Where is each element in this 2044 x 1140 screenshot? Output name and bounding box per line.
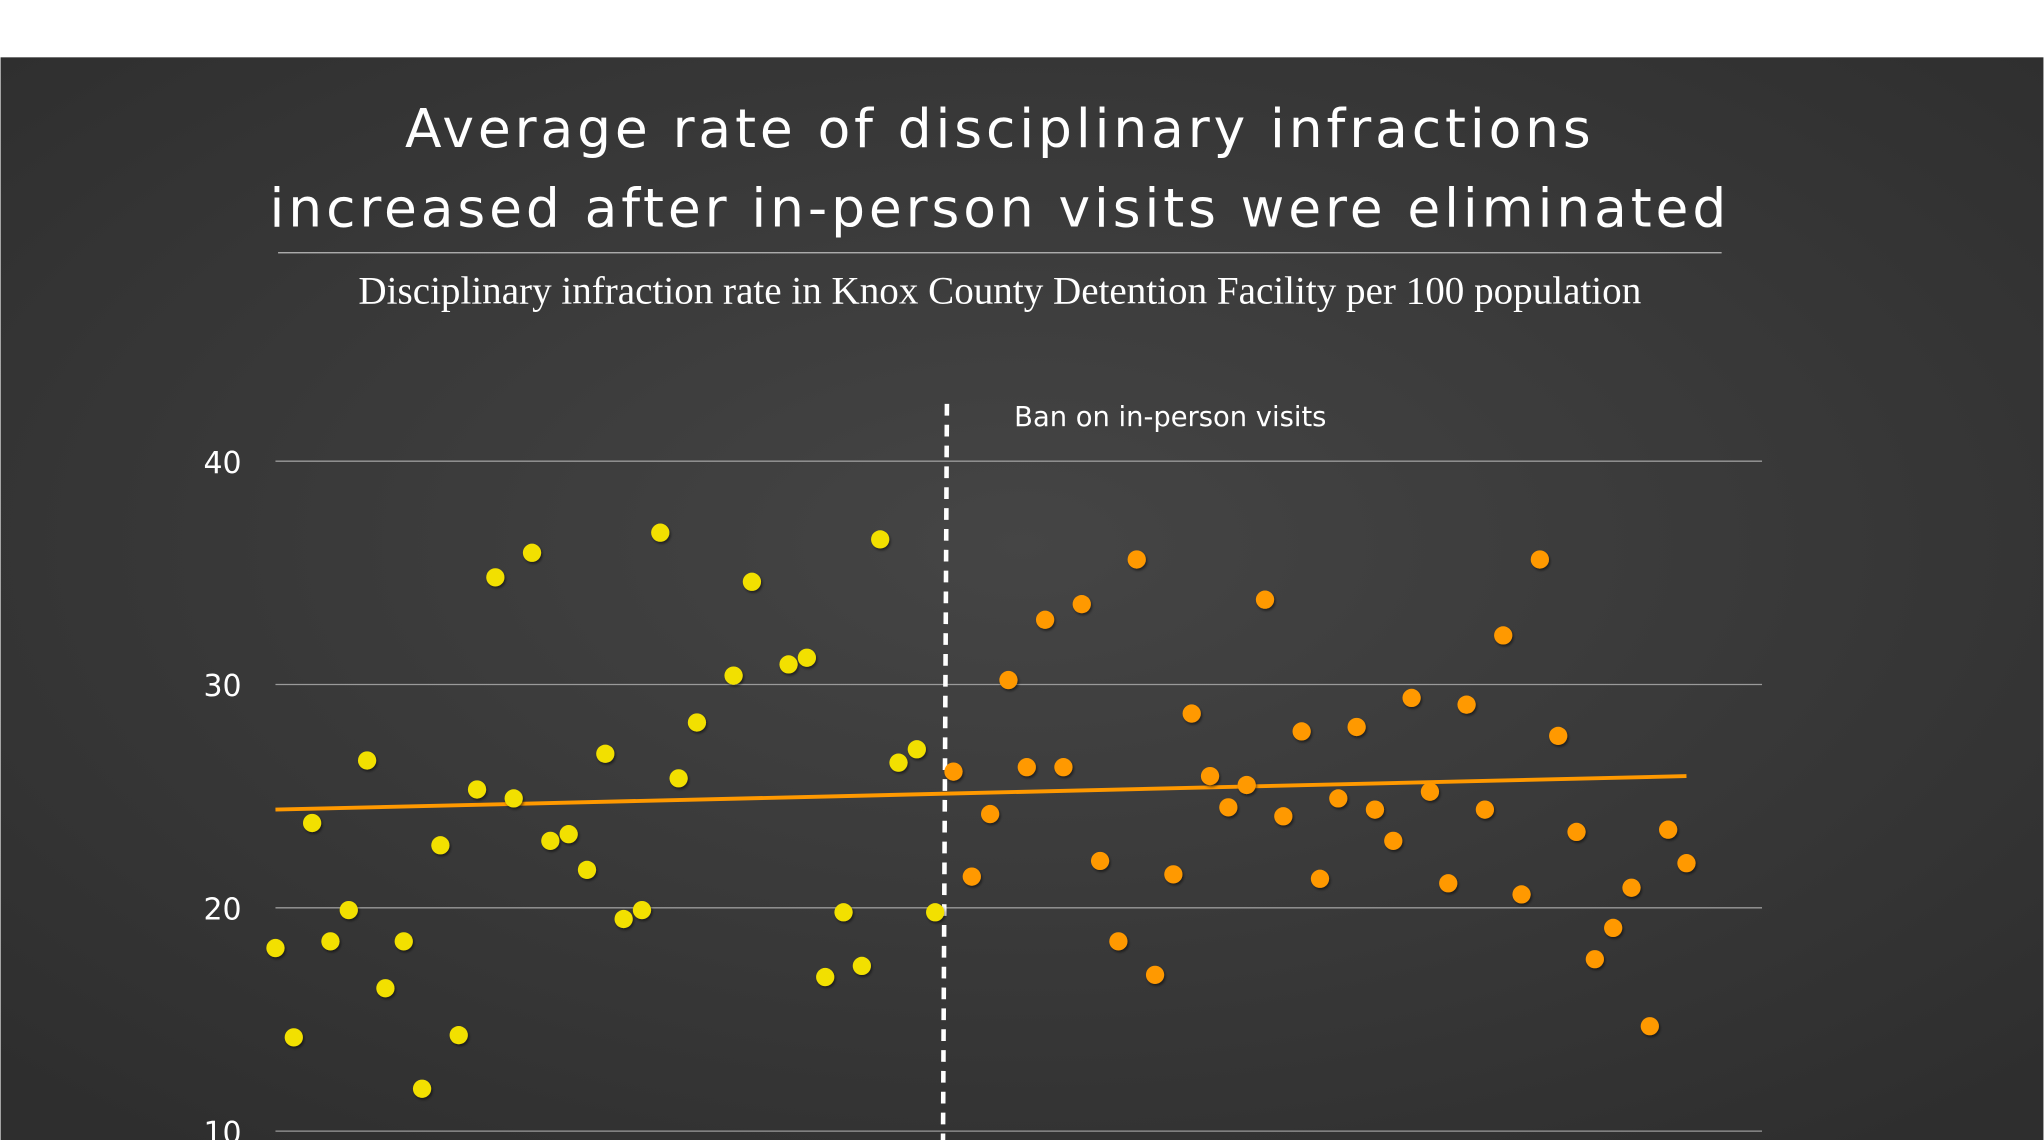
data-point-before-ban [742,572,762,591]
data-point-before-ban [669,769,688,788]
data-point-after-ban [1200,766,1220,786]
data-point-after-ban [1054,758,1073,777]
data-point-before-ban [467,780,487,799]
data-point-after-ban [1475,800,1495,819]
data-point-after-ban [1549,726,1568,746]
y-tick-label: 30 [203,669,241,704]
title-line-1: Average rate of disciplinary infractions [405,97,1595,160]
data-point-before-ban [871,530,890,549]
annotation-label: Ban on in-person visits [1014,402,1326,433]
data-point-after-ban [1274,807,1293,826]
data-point-before-ban [816,967,835,987]
data-point-before-ban [266,938,285,958]
data-point-after-ban [1439,874,1458,893]
data-point-before-ban [724,666,743,685]
data-point-before-ban [687,713,707,732]
data-point-before-ban [577,860,597,879]
data-point-after-ban [1017,758,1036,777]
data-point-after-ban [981,804,1000,824]
data-point-after-ban [1109,932,1128,951]
data-point-after-ban [1530,550,1549,569]
data-point-before-ban [596,744,615,763]
data-point-before-ban [889,753,908,772]
data-point-after-ban [1237,775,1256,795]
data-point-after-ban [1640,1017,1659,1036]
data-point-before-ban [779,655,798,674]
data-point-after-ban [1585,950,1604,969]
data-point-after-ban [1292,722,1311,741]
data-point-after-ban [1090,851,1110,871]
title-line-2: increased after in-person visits were el… [270,177,1731,240]
data-point-after-ban [1255,590,1275,609]
data-point-before-ban [376,979,395,998]
slide-background [0,57,2044,1140]
data-point-after-ban [1512,885,1531,904]
data-point-before-ban [284,1028,303,1047]
data-point-before-ban [797,648,816,667]
data-point-before-ban [394,932,413,951]
subtitle: Disciplinary infraction rate in Knox Cou… [358,270,1641,313]
data-point-after-ban [1145,965,1165,984]
data-point-before-ban [907,740,926,759]
data-point-after-ban [1384,831,1403,850]
data-point-after-ban [1420,782,1440,801]
data-point-after-ban [1219,798,1238,817]
data-point-after-ban [1365,800,1385,819]
data-point-before-ban [302,813,322,833]
data-point-after-ban [1164,865,1183,884]
data-point-before-ban [321,932,340,951]
data-point-before-ban [431,836,450,855]
data-point-before-ban [522,543,542,562]
data-point-after-ban [1310,869,1330,888]
data-point-before-ban [541,831,560,850]
data-point-before-ban [559,825,578,844]
data-point-after-ban [944,762,963,781]
y-tick-label: 10 [203,1116,241,1140]
data-point-after-ban [1494,626,1513,645]
data-point-after-ban [1457,695,1476,714]
data-point-before-ban [412,1079,432,1098]
data-point-after-ban [1402,688,1421,708]
data-point-before-ban [504,789,523,808]
y-tick-label: 20 [203,893,241,928]
data-point-before-ban [632,900,652,920]
data-point-before-ban [486,568,505,587]
y-tick-label: 40 [203,446,241,481]
data-point-after-ban [999,670,1018,690]
data-point-after-ban [1622,878,1641,897]
data-point-before-ban [651,523,670,542]
data-point-after-ban [1567,822,1586,842]
data-point-after-ban [1182,704,1201,723]
data-point-after-ban [1677,854,1696,873]
ban-date-dashed-line [940,403,950,1140]
data-point-after-ban [1659,820,1678,839]
data-point-before-ban [339,900,358,920]
data-point-before-ban [852,956,871,976]
data-point-before-ban [449,1025,468,1045]
data-point-before-ban [926,903,945,922]
data-point-after-ban [1072,595,1091,614]
data-point-after-ban [1604,918,1623,938]
data-point-after-ban [1329,789,1348,808]
data-point-after-ban [1035,610,1055,629]
data-point-after-ban [962,867,981,886]
data-point-after-ban [1347,717,1366,737]
top-bar [0,0,2044,58]
data-point-before-ban [357,751,377,770]
data-point-before-ban [834,903,853,922]
data-point-after-ban [1127,550,1146,569]
data-point-before-ban [614,909,633,929]
